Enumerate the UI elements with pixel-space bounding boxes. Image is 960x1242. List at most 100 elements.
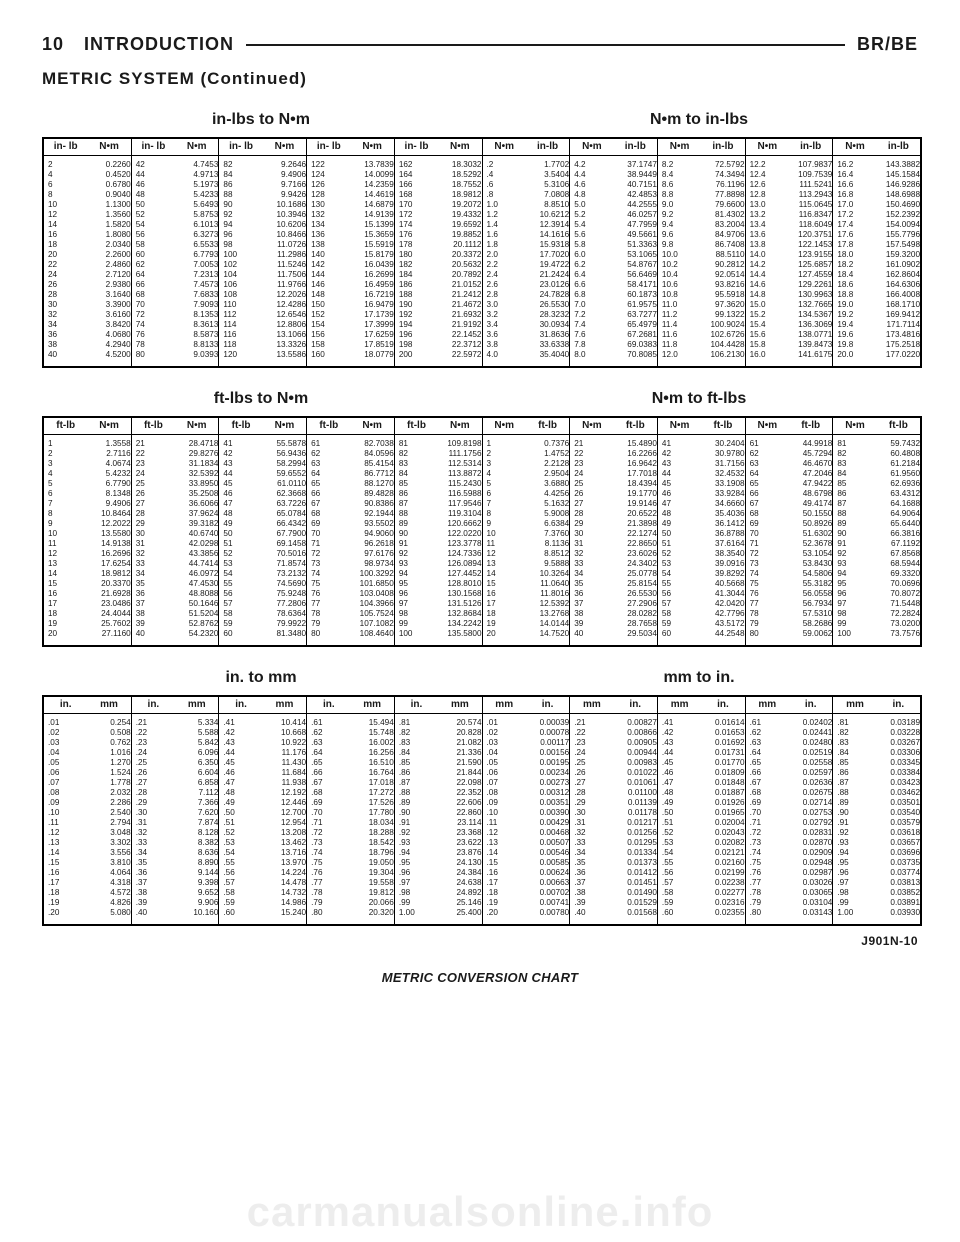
cell-key: 16 [485, 589, 520, 599]
table-row: 18.8166.4008 [835, 290, 918, 300]
cell-value: 162.8604 [870, 270, 922, 280]
cell-value: 1.3560 [81, 210, 133, 220]
data-column: .010.00039.020.00078.030.00117.040.00156… [483, 714, 571, 924]
column-header-cell: ft-lb [526, 421, 569, 431]
cell-value: 1.7702 [520, 160, 572, 170]
table-row: 2229.8276 [134, 449, 217, 459]
cell-value: 21.2424 [520, 270, 572, 280]
cell-value: 0.2260 [81, 160, 133, 170]
table-row: 8.877.8898 [660, 190, 743, 200]
cell-key: .74 [309, 848, 344, 858]
cell-value: 10.6212 [520, 210, 572, 220]
cell-key: 8.8 [660, 190, 695, 200]
table-row: .9624.384 [397, 868, 480, 878]
cell-key: 5.8 [572, 240, 607, 250]
cell-key: .11 [46, 818, 81, 828]
table-row: 4054.2320 [134, 629, 217, 639]
table-row: 7.667.2681 [572, 330, 655, 340]
cell-key: 1.8 [485, 240, 520, 250]
table-row: 15617.6259 [309, 330, 392, 340]
table1-frame: in- lbN•min- lbN•min- lbN•min- lbN•min- … [42, 137, 922, 368]
cell-value: 20.7892 [432, 270, 484, 280]
cell-key: 196 [397, 330, 432, 340]
cell-value: 12.2022 [81, 519, 133, 529]
cell-value: 115.2430 [432, 479, 484, 489]
table-row: 3.228.3232 [485, 310, 568, 320]
cell-value: 75.9248 [256, 589, 308, 599]
column-header-pair: N•mft-lb [570, 418, 658, 434]
cell-value: 0.02753 [783, 808, 835, 818]
cell-key: 85 [397, 479, 432, 489]
table-row: 788.8133 [134, 340, 217, 350]
cell-value: 0.02870 [783, 838, 835, 848]
cell-key: 4 [485, 469, 520, 479]
cell-key: 11.6 [660, 330, 695, 340]
cell-key: 7.6 [572, 330, 607, 340]
column-header-pair: N•min-lb [658, 139, 746, 155]
table-row: .220.00866 [572, 728, 655, 738]
cell-value: 93.8216 [695, 280, 747, 290]
table-row: .215.334 [134, 718, 217, 728]
table-row: .143.556 [46, 848, 129, 858]
cell-value: 48.6798 [783, 489, 835, 499]
cell-value: 53.8430 [783, 559, 835, 569]
column-header-cell: mm [438, 700, 481, 710]
table-row: .990.03891 [835, 898, 918, 908]
cell-value: 154.0094 [870, 220, 922, 230]
table-row: 7253.1054 [748, 549, 831, 559]
cell-value: 9.9426 [256, 190, 308, 200]
table-row: .9724.638 [397, 878, 480, 888]
table-row: 9469.3320 [835, 569, 918, 579]
table-row: 16618.7552 [397, 180, 480, 190]
table-row: 6081.3480 [221, 629, 304, 639]
cell-key: 46 [221, 489, 256, 499]
table-row: 5842.7796 [660, 609, 743, 619]
cell-value: 11.938 [256, 778, 308, 788]
cell-key: 78 [309, 609, 344, 619]
cell-key: 18.8 [835, 290, 870, 300]
table-row: .190.00741 [485, 898, 568, 908]
column-header-cell: ft-lb [219, 421, 262, 431]
cell-key: 24 [134, 469, 169, 479]
cell-value: 2.2600 [81, 250, 133, 260]
table-row: .360.01412 [572, 868, 655, 878]
cell-value: 18.288 [344, 828, 396, 838]
cell-key: 7.8 [572, 340, 607, 350]
table-row: .630.02480 [748, 738, 831, 748]
cell-value: 7.620 [169, 808, 221, 818]
cell-value: 21.844 [432, 768, 484, 778]
cell-value: 67.7900 [256, 529, 308, 539]
cell-value: 0.03462 [870, 788, 922, 798]
cell-value: 9.652 [169, 888, 221, 898]
cell-value: 63.7226 [256, 499, 308, 509]
cell-value: 23.622 [432, 838, 484, 848]
cell-key: .13 [485, 838, 520, 848]
table-row: 7.263.7277 [572, 310, 655, 320]
table-row: 9610.8466 [221, 230, 304, 240]
cell-key: 29 [572, 519, 607, 529]
table-row: 1511.0640 [485, 579, 568, 589]
cell-key: .27 [572, 778, 607, 788]
cell-key: 92 [835, 549, 870, 559]
cell-value: 166.4008 [870, 290, 922, 300]
cell-value: 73.2132 [256, 569, 308, 579]
table-row: 12.8113.2943 [748, 190, 831, 200]
cell-value: 111.5241 [783, 180, 835, 190]
cell-value: 150.4690 [870, 200, 922, 210]
cell-key: .76 [309, 868, 344, 878]
table-row: 6385.4154 [309, 459, 392, 469]
cell-value: 81.4302 [695, 210, 747, 220]
cell-value: 12.4286 [256, 300, 308, 310]
table-row: 8059.0062 [748, 629, 831, 639]
table2-right-title: N•m to ft-lbs [480, 390, 918, 408]
cell-key: .33 [134, 838, 169, 848]
cell-value: 12.192 [256, 788, 308, 798]
table-row: .8922.606 [397, 798, 480, 808]
table-row: 5.649.5661 [572, 230, 655, 240]
table-row: 889.9426 [221, 190, 304, 200]
cell-key: 66 [748, 489, 783, 499]
cell-key: 44 [221, 469, 256, 479]
cell-key: 95 [397, 579, 432, 589]
cell-value: 104.4428 [695, 340, 747, 350]
cell-value: 65.6440 [870, 519, 922, 529]
